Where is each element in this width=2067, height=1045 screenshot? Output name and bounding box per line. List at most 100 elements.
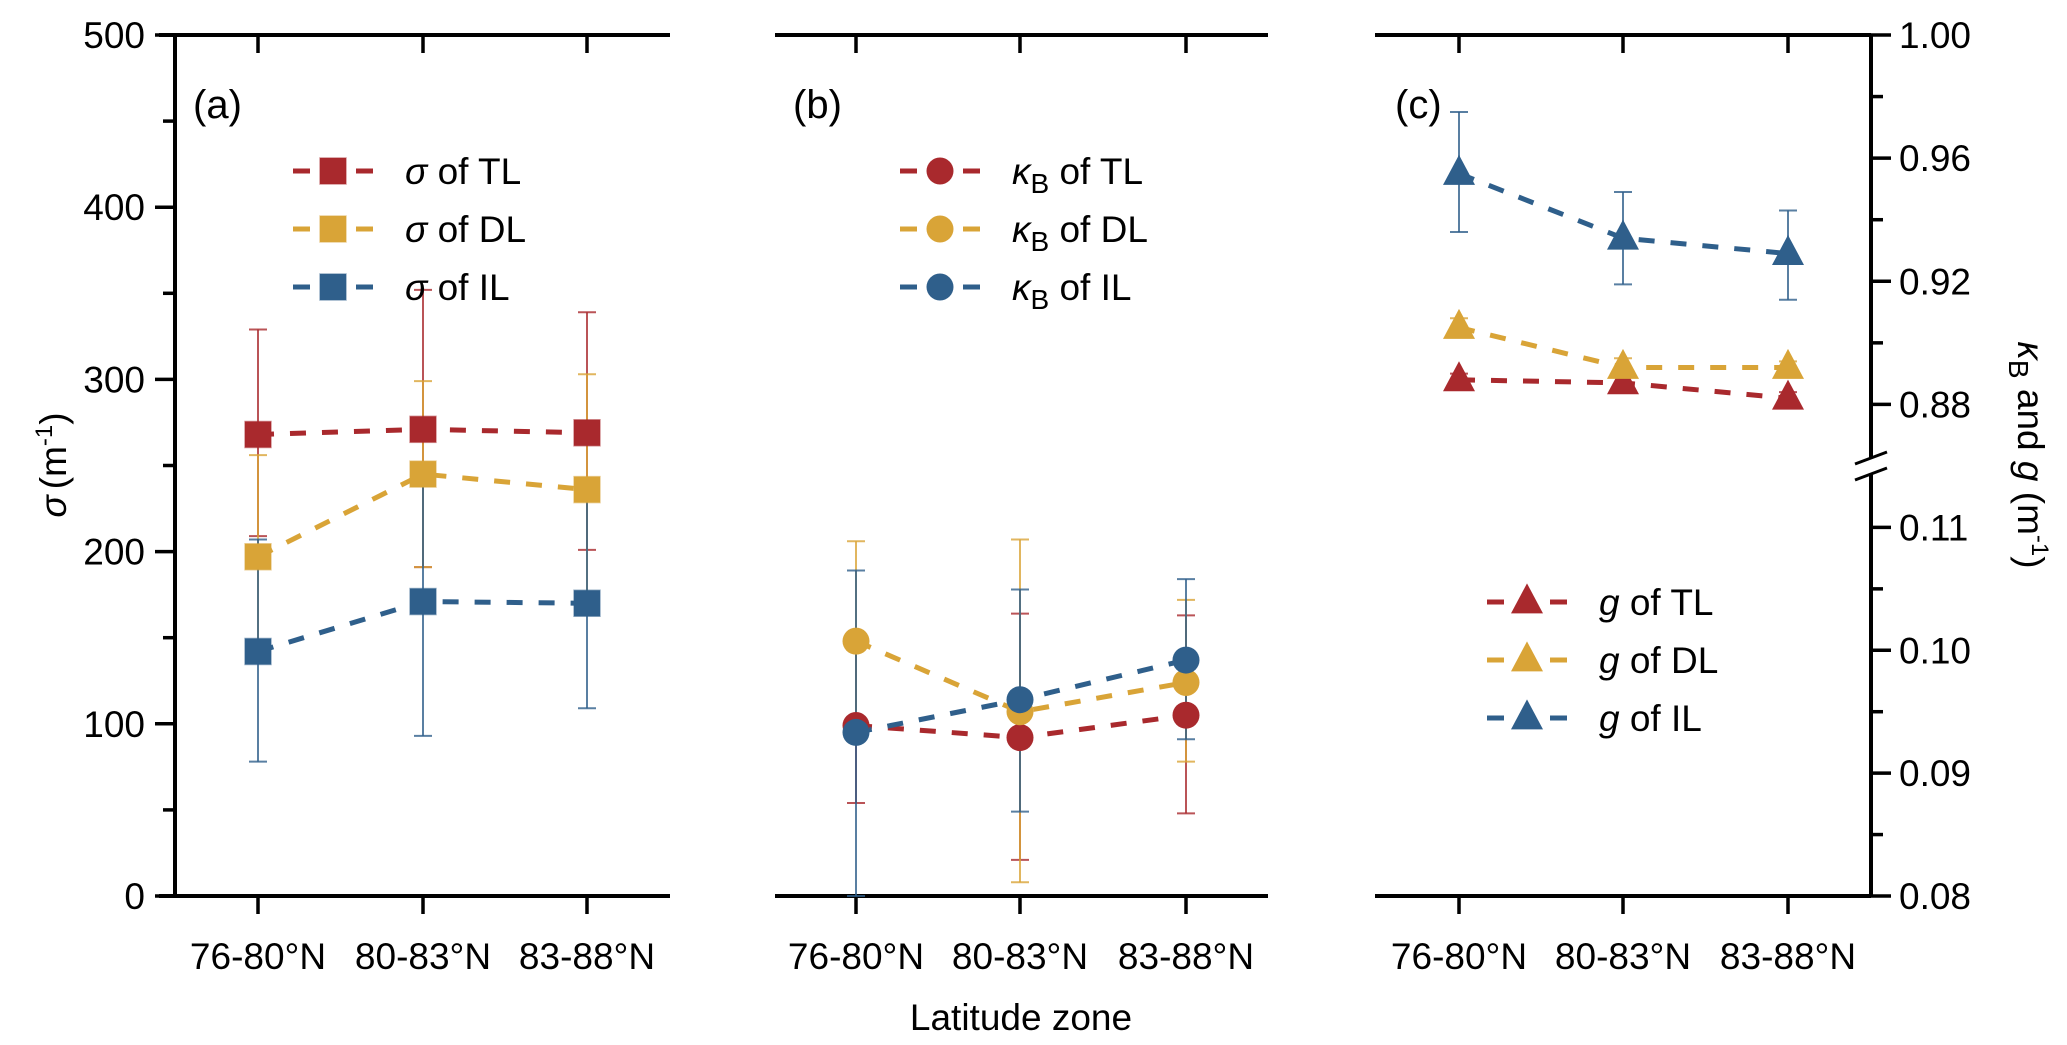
data-point-il: [573, 589, 601, 618]
data-point-dl: [1607, 348, 1639, 379]
legend-rest: of TL: [427, 151, 521, 192]
y-axis-title-unit: (m: [33, 446, 74, 489]
panel-c: 76-80°N 80-83°N 83-88°N 0.88 0.92 0.96 1.00 0.0…: [1375, 15, 2053, 977]
legend-label-il: σ of IL: [405, 267, 510, 308]
data-point-dl: [1772, 348, 1804, 379]
legend-rest: of DL: [1620, 640, 1719, 681]
x-tick-label: 80-83°N: [1555, 936, 1691, 977]
data-point-il: [409, 587, 437, 616]
y-tick-label: 0: [124, 876, 145, 917]
data-point-il: [842, 718, 870, 746]
legend-marker-dl: [319, 215, 347, 243]
x-tick-label: 76-80°N: [190, 936, 326, 977]
y-tick-label: 0.09: [1899, 753, 1971, 794]
y-axis-title-kappa: κ: [2010, 341, 2051, 362]
y-tick-label: 400: [83, 187, 145, 228]
y-axis-title-close: ): [33, 412, 74, 424]
legend-marker-tl: [319, 157, 347, 185]
axis-break-mark: [1854, 466, 1888, 482]
legend-symbol: σ: [405, 267, 429, 308]
panel-label: (b): [793, 83, 842, 127]
data-point-tl: [573, 419, 601, 447]
y-tick-label: 0.92: [1899, 261, 1971, 302]
data-point-tl: [244, 420, 272, 449]
y-tick-label: 0.08: [1899, 876, 1971, 917]
legend-label-tl: g of TL: [1599, 582, 1714, 623]
legend-symbol: κ: [1012, 151, 1033, 192]
y-axis-title: σ (m-1): [31, 412, 74, 517]
legend-marker-dl: [926, 215, 954, 243]
legend-label-tl: σ of TL: [405, 151, 521, 192]
panel-label: (c): [1395, 83, 1442, 127]
data-point-tl: [1006, 724, 1034, 752]
y-axis-title-and: and: [2010, 379, 2051, 461]
legend-subscript: B: [1031, 284, 1050, 315]
legend-rest: of IL: [1049, 267, 1131, 308]
data-point-dl: [1172, 668, 1200, 696]
data-point-tl: [1172, 701, 1200, 729]
data-point-dl: [409, 460, 437, 488]
legend-subscript: B: [1031, 226, 1050, 257]
y-tick-label: 0.96: [1899, 138, 1971, 179]
y-tick-label: 100: [83, 704, 145, 745]
y-axis-title-sup: -1: [31, 425, 58, 446]
legend-marker-il: [1511, 699, 1543, 730]
series-line-dl: [256, 471, 588, 560]
legend-marker-dl: [1511, 641, 1543, 672]
y-axis-title-sup: -1: [2026, 535, 2053, 556]
data-point-tl: [1443, 361, 1475, 392]
legend-symbol: κ: [1012, 209, 1033, 250]
y-tick-label: 0.11: [1899, 507, 1968, 548]
legend-marker-tl: [926, 157, 954, 185]
panel-a: 76-80°N 80-83°N 83-88°N 0 100 200 300 400 500 σ (m…: [31, 15, 670, 977]
axis-break-mark: [1854, 450, 1888, 466]
data-point-il: [1607, 219, 1639, 250]
legend-symbol: σ: [405, 209, 429, 250]
y-axis-title-g: g: [2010, 461, 2051, 482]
data-point-il: [1772, 234, 1804, 265]
y-axis-title-symbol: σ: [33, 494, 74, 518]
x-tick-label: 76-80°N: [788, 936, 924, 977]
data-point-dl: [573, 475, 601, 504]
legend-symbol: κ: [1012, 267, 1033, 308]
legend-rest: of TL: [1049, 151, 1143, 192]
x-axis-title: Latitude zone: [910, 997, 1132, 1038]
legend-label-il: g of IL: [1599, 698, 1702, 739]
legend-symbol: g: [1599, 582, 1620, 623]
legend-subscript: B: [1031, 168, 1050, 199]
legend-symbol: g: [1599, 698, 1620, 739]
legend-rest: of TL: [1620, 582, 1714, 623]
data-point-dl: [1443, 308, 1475, 339]
y-tick-label: 0.10: [1899, 630, 1971, 671]
series-line-dl: [855, 638, 1187, 715]
legend-label-dl: κB of DL: [1012, 209, 1148, 257]
x-tick-label: 83-88°N: [519, 936, 655, 977]
x-tick-label: 80-83°N: [355, 936, 491, 977]
legend-label-dl: g of DL: [1599, 640, 1718, 681]
y-axis-title-close: ): [2010, 556, 2051, 568]
legend-label-il: κB of IL: [1012, 267, 1131, 315]
legend-label-tl: κB of TL: [1012, 151, 1143, 199]
data-point-tl: [409, 415, 437, 444]
legend-rest: of IL: [427, 267, 509, 308]
legend-symbol: σ: [405, 151, 429, 192]
legend-marker-tl: [1511, 583, 1543, 614]
data-point-tl: [1772, 379, 1804, 410]
x-tick-label: 83-88°N: [1720, 936, 1856, 977]
data-point-dl: [842, 627, 870, 655]
data-point-il: [1172, 646, 1200, 674]
y-tick-label: 0.88: [1899, 384, 1971, 425]
legend-rest: of DL: [1049, 209, 1148, 250]
y-axis-title-sub: B: [2003, 360, 2034, 379]
data-point-il: [1443, 154, 1475, 185]
legend-label-dl: σ of DL: [405, 209, 526, 250]
data-point-il: [1006, 686, 1034, 714]
x-tick-label: 80-83°N: [952, 936, 1088, 977]
x-tick-label: 76-80°N: [1391, 936, 1527, 977]
panel-label: (a): [193, 83, 242, 127]
x-tick-label: 83-88°N: [1118, 936, 1254, 977]
data-point-tl: [1607, 364, 1639, 395]
y-tick-label: 300: [83, 359, 145, 400]
